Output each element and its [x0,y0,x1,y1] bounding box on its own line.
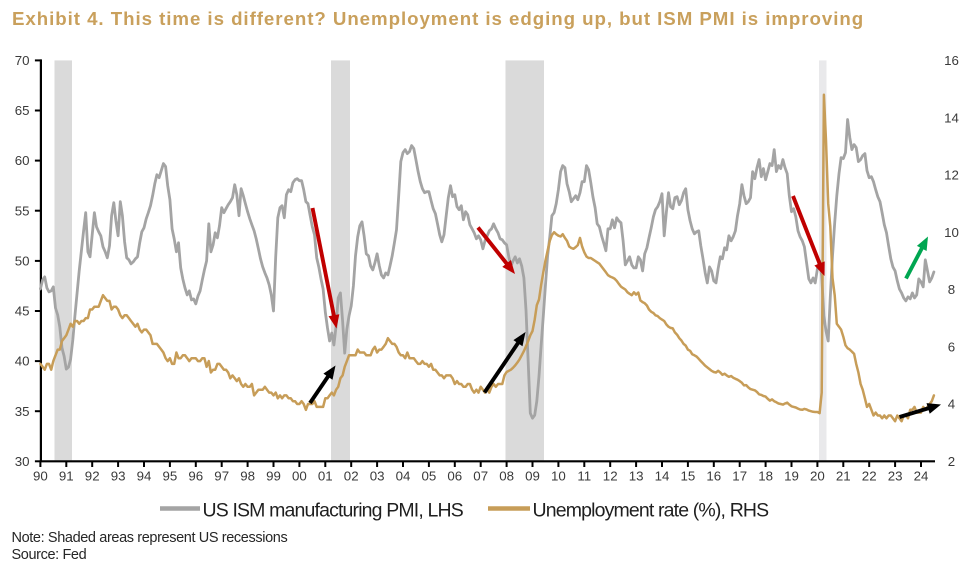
svg-text:50: 50 [15,254,30,269]
svg-text:20: 20 [810,469,825,484]
svg-text:03: 03 [370,469,385,484]
svg-text:8: 8 [948,282,955,297]
svg-text:12: 12 [944,168,959,183]
svg-text:05: 05 [422,469,437,484]
svg-text:45: 45 [15,304,30,319]
svg-text:14: 14 [944,110,959,125]
svg-text:01: 01 [318,469,333,484]
svg-text:98: 98 [240,469,255,484]
svg-text:19: 19 [784,469,799,484]
svg-text:22: 22 [862,469,877,484]
svg-text:24: 24 [914,469,929,484]
svg-text:40: 40 [15,354,30,369]
svg-text:30: 30 [15,454,30,469]
svg-text:23: 23 [888,469,903,484]
svg-text:Exhibit 4. This time is differ: Exhibit 4. This time is different? Unemp… [12,8,864,29]
svg-text:96: 96 [188,469,203,484]
svg-text:13: 13 [629,469,644,484]
svg-text:90: 90 [33,469,48,484]
svg-text:95: 95 [163,469,178,484]
svg-text:12: 12 [603,469,618,484]
svg-text:09: 09 [525,469,540,484]
svg-text:10: 10 [551,469,566,484]
svg-text:99: 99 [266,469,281,484]
svg-text:06: 06 [447,469,462,484]
svg-text:04: 04 [396,469,411,484]
svg-text:16: 16 [944,53,959,68]
svg-text:4: 4 [948,397,955,412]
svg-text:35: 35 [15,404,30,419]
svg-text:16: 16 [706,469,721,484]
svg-text:94: 94 [137,469,152,484]
svg-text:08: 08 [499,469,514,484]
svg-text:6: 6 [948,339,955,354]
svg-text:US ISM manufacturing PMI, LHS: US ISM manufacturing PMI, LHS [203,500,464,522]
svg-text:11: 11 [577,469,591,484]
svg-text:Source: Fed: Source: Fed [12,547,87,563]
svg-text:14: 14 [655,469,670,484]
svg-text:00: 00 [292,469,307,484]
svg-text:17: 17 [732,469,747,484]
svg-text:07: 07 [473,469,488,484]
svg-text:18: 18 [758,469,773,484]
svg-text:91: 91 [59,469,74,484]
svg-text:70: 70 [15,53,30,68]
svg-text:2: 2 [948,454,955,469]
svg-text:65: 65 [15,103,30,118]
svg-text:92: 92 [85,469,100,484]
svg-text:Unemployment rate (%), RHS: Unemployment rate (%), RHS [533,500,770,522]
svg-text:21: 21 [836,469,851,484]
svg-text:93: 93 [111,469,126,484]
svg-text:60: 60 [15,153,30,168]
svg-text:97: 97 [214,469,229,484]
svg-text:15: 15 [681,469,696,484]
svg-text:02: 02 [344,469,359,484]
svg-text:55: 55 [15,203,30,218]
svg-text:Note: Shaded areas represent U: Note: Shaded areas represent US recessio… [12,530,288,546]
svg-text:10: 10 [944,225,959,240]
